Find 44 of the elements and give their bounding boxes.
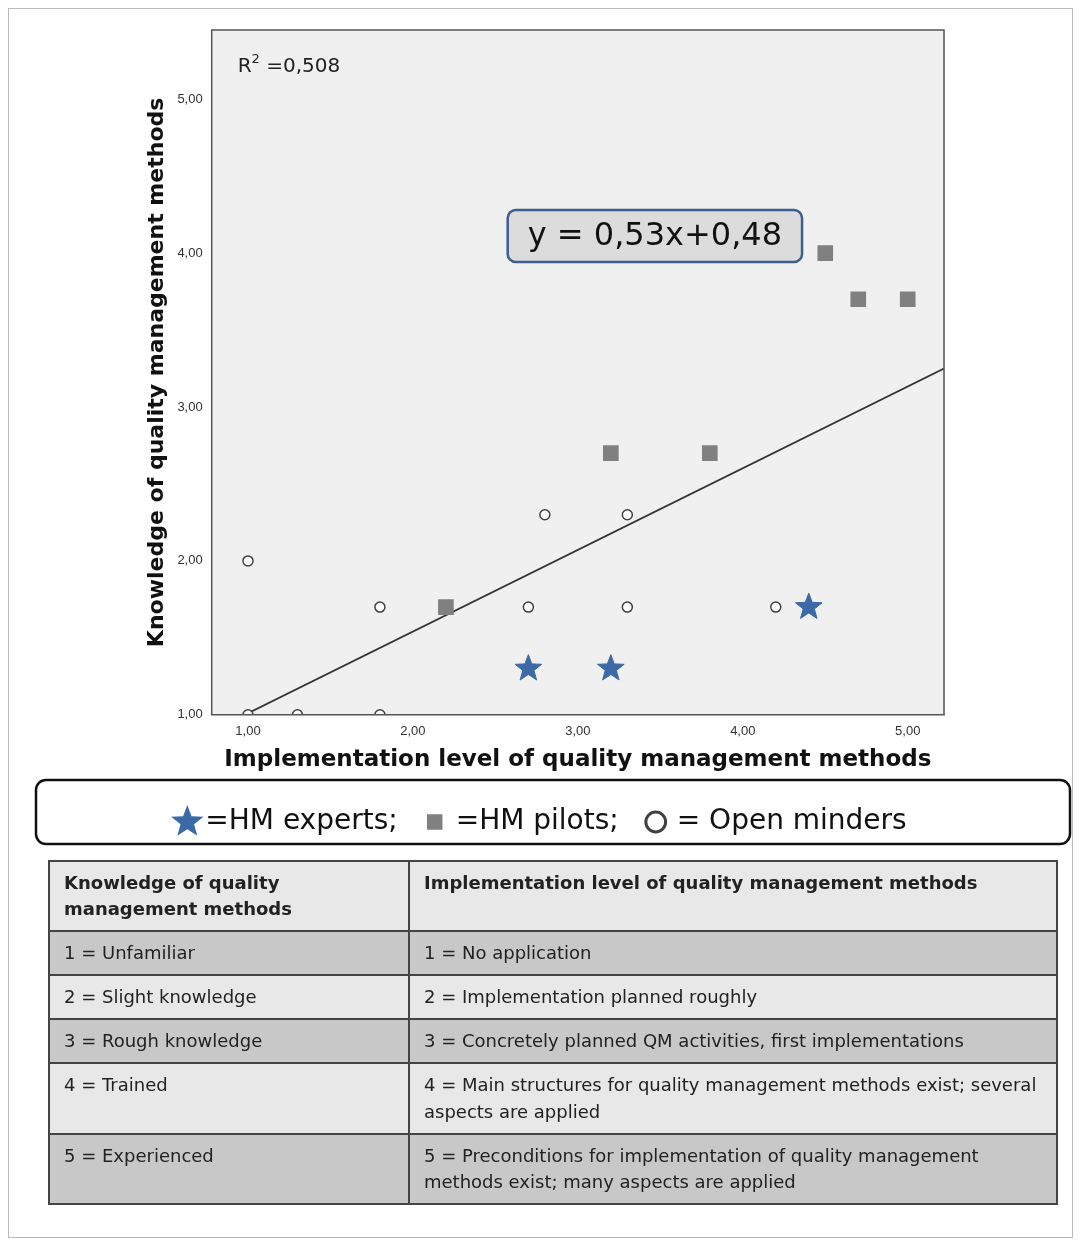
text: 2 = Slight knowledge: [49, 975, 409, 1020]
x-tick-label: 1,00: [235, 723, 261, 739]
point: [770, 601, 782, 613]
point: [539, 509, 551, 521]
x-axis-title: Implementation level of quality management methods: [224, 745, 932, 772]
point: [899, 291, 916, 308]
text: 5 = Experienced: [49, 1133, 409, 1204]
y-tick-label: 4,00: [177, 244, 203, 260]
point: [603, 445, 619, 462]
legend-label: =HM experts;: [205, 803, 398, 837]
legend-label: =HM pilots;: [455, 803, 619, 837]
text: Implementation level of quality management methods: [409, 861, 1057, 932]
y-tick-label: 5,00: [177, 90, 203, 106]
point: [701, 445, 718, 462]
point: [817, 245, 834, 261]
point: [374, 601, 386, 613]
text: 2 = Implementation planned roughly: [409, 975, 1057, 1020]
text: 3 = Rough knowledge: [49, 1019, 409, 1064]
point: [438, 599, 454, 615]
annotation: y = 0,53x+0,48: [527, 215, 783, 254]
x-tick-label: 4,00: [730, 723, 756, 739]
x-tick-label: 3,00: [565, 723, 591, 739]
point: [850, 291, 867, 308]
point: [522, 601, 535, 613]
x-tick-label: 2,00: [400, 723, 426, 739]
point: [794, 592, 823, 619]
x-tick-label: 5,00: [895, 723, 921, 739]
y-tick-label: 1,00: [177, 706, 203, 722]
text: Knowledge of quality management methods: [49, 861, 409, 932]
point: [621, 509, 634, 521]
point: [514, 654, 543, 681]
text: 4 = Trained: [49, 1063, 409, 1134]
text: 1 = Unfamiliar: [49, 931, 409, 976]
y-axis-title: Knowledge of quality management methods: [142, 97, 168, 648]
text: 3 = Concretely planned QM activities, first implementations: [409, 1019, 1057, 1064]
point: [597, 654, 625, 681]
legend-label: = Open minders: [676, 803, 907, 837]
text: 1 = No application: [409, 931, 1057, 976]
text: 4 = Main structures for quality management methods exist; several aspects are applied: [409, 1063, 1057, 1134]
point: [621, 601, 634, 613]
y-tick-label: 3,00: [177, 398, 203, 414]
y-tick-label: 2,00: [177, 552, 203, 568]
point: [242, 555, 254, 567]
text: 5 = Preconditions for implementation of quality management methods exist; many aspects are applied: [409, 1133, 1057, 1204]
